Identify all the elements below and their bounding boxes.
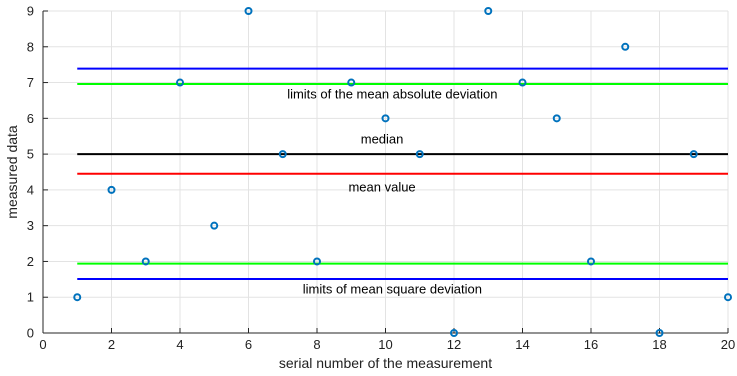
x-tick-label: 12 xyxy=(447,337,461,352)
data-point xyxy=(73,293,82,302)
data-point xyxy=(552,114,561,123)
y-tick-label: 7 xyxy=(27,75,34,90)
data-point xyxy=(724,293,732,302)
x-tick-label: 10 xyxy=(378,337,392,352)
data-point xyxy=(278,150,287,159)
y-tick-label: 4 xyxy=(27,182,34,197)
chart-annotation: limits of mean square deviation xyxy=(303,282,482,297)
data-point xyxy=(415,150,424,159)
x-tick-label: 4 xyxy=(176,337,183,352)
data-point xyxy=(141,257,150,266)
data-point xyxy=(381,114,390,123)
data-point xyxy=(347,78,356,87)
y-tick-label: 3 xyxy=(27,218,34,233)
annotations: limits of the mean absolute deviation med… xyxy=(287,87,497,297)
data-point xyxy=(210,221,219,230)
data-points xyxy=(73,7,732,337)
chart-annotation: limits of the mean absolute deviation xyxy=(287,87,497,102)
x-tick-label: 6 xyxy=(245,337,252,352)
y-tick-label: 9 xyxy=(27,4,34,19)
chart-annotation: median xyxy=(361,131,404,146)
y-tick-label: 8 xyxy=(27,39,34,54)
data-point xyxy=(689,150,698,159)
data-point xyxy=(244,7,253,15)
data-point xyxy=(518,78,527,87)
data-point xyxy=(484,7,493,15)
reference-lines xyxy=(77,67,728,280)
x-tick-label: 18 xyxy=(652,337,666,352)
y-tick-label: 2 xyxy=(27,254,34,269)
x-tick-label: 16 xyxy=(584,337,598,352)
data-point xyxy=(176,78,184,87)
data-point xyxy=(313,257,321,266)
x-tick-label: 0 xyxy=(39,337,46,352)
y-axis-label: measured data xyxy=(4,125,20,219)
x-tick-label: 14 xyxy=(515,337,529,352)
x-axis-label: serial number of the measurement xyxy=(279,355,492,371)
data-point xyxy=(107,185,116,194)
data-point xyxy=(450,329,458,337)
chart-annotation: mean value xyxy=(348,180,415,195)
data-point xyxy=(655,329,664,337)
data-point xyxy=(587,257,595,266)
axes xyxy=(42,10,729,334)
x-tick-label: 2 xyxy=(108,337,115,352)
y-tick-label: 5 xyxy=(27,147,34,162)
y-tick-label: 1 xyxy=(27,290,34,305)
x-tick-label: 8 xyxy=(313,337,320,352)
y-tick-label: 6 xyxy=(27,111,34,126)
data-point xyxy=(621,42,630,51)
y-tick-label: 0 xyxy=(27,326,34,341)
x-tick-label: 20 xyxy=(721,337,735,352)
